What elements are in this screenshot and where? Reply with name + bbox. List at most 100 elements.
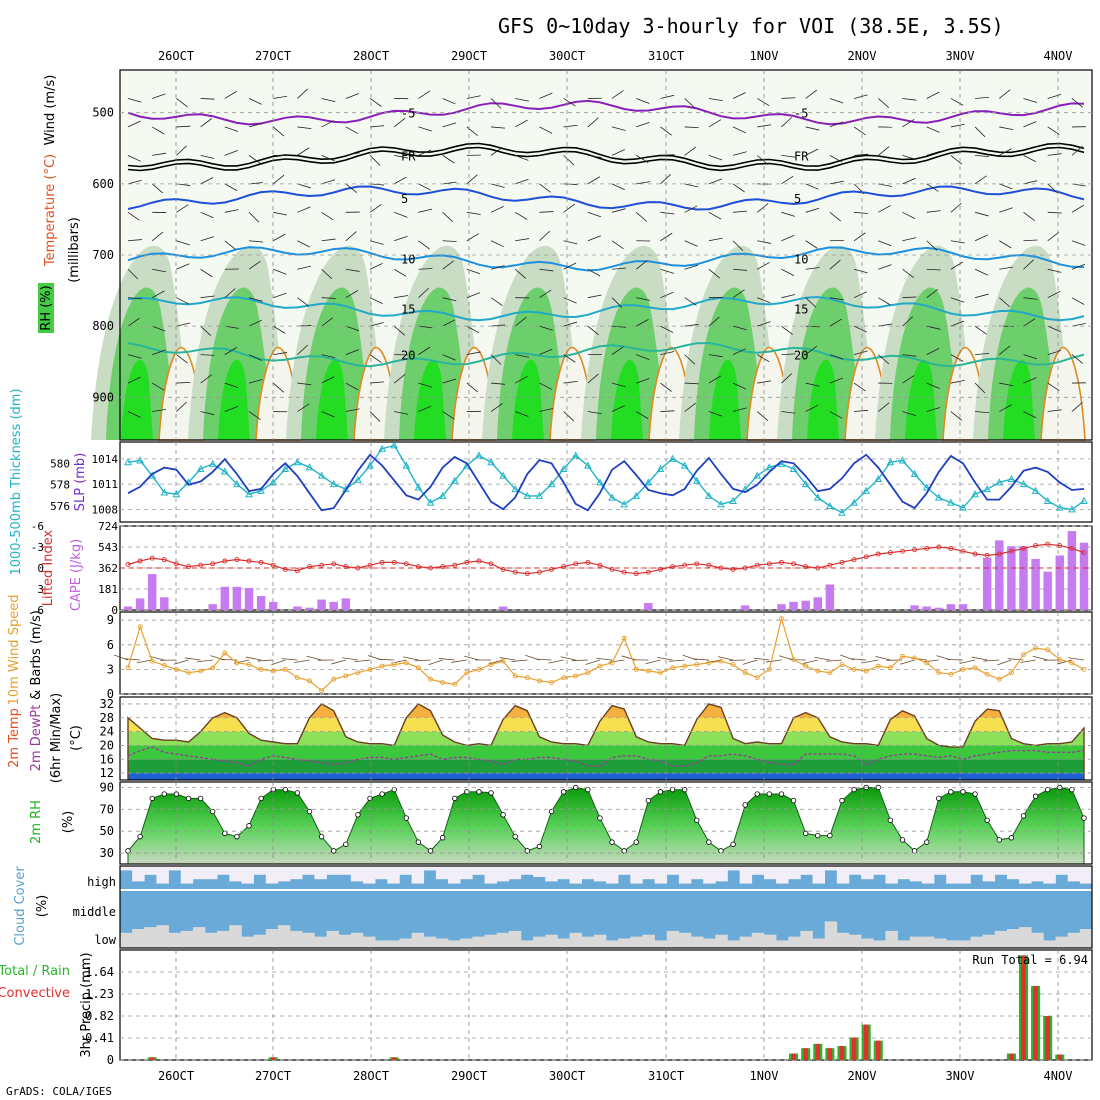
high-cloud-gap — [849, 866, 862, 875]
rh-shade-saturated — [807, 359, 839, 440]
wind-barb — [636, 181, 651, 185]
wind-speed-marker — [730, 662, 736, 667]
wind-barb — [757, 98, 770, 107]
high-cloud-gap — [618, 866, 631, 875]
slp-marker — [1019, 480, 1028, 488]
wind-barb — [200, 236, 215, 242]
surface-wind-barb — [983, 659, 1000, 662]
wind-barb — [321, 297, 336, 299]
wind-barb — [660, 232, 673, 242]
surface-wind-barb — [271, 659, 286, 666]
wind-speed-marker — [573, 673, 579, 679]
rh-marker — [730, 841, 736, 848]
rh-marker — [331, 848, 337, 854]
date-label: 30OCT — [549, 1069, 585, 1083]
wind-barb — [297, 382, 312, 386]
wind-barb — [587, 154, 602, 158]
wind-barb — [345, 126, 359, 135]
wind-speed-marker — [379, 663, 385, 669]
surface-wind-barb — [959, 659, 976, 664]
wind-barb — [636, 98, 650, 104]
surface-wind-barb — [1068, 657, 1085, 661]
high-cloud-gap — [630, 866, 643, 884]
date-label: 28OCT — [353, 1069, 389, 1083]
cape-bar — [256, 596, 266, 610]
rh-marker — [1032, 793, 1039, 799]
slp-tick-label: 1014 — [92, 453, 119, 466]
wind-barb — [757, 380, 772, 384]
wind-barb — [539, 151, 554, 156]
low-cloud-gap — [338, 934, 352, 948]
wind-speed-marker — [488, 662, 494, 667]
li-marker — [585, 559, 591, 565]
wind-barb — [1071, 297, 1085, 305]
wind-speed-marker — [996, 676, 1002, 682]
li-marker — [294, 568, 300, 574]
wind-barb — [732, 325, 747, 331]
surface-wind-barb — [184, 657, 201, 661]
wind-barb — [418, 240, 430, 250]
wind-barb — [636, 297, 651, 301]
wind-barb — [1071, 240, 1086, 246]
wind-barb — [466, 351, 481, 356]
pressure-tick-label: 700 — [92, 248, 114, 262]
wind-barb — [805, 240, 818, 249]
rh-marker — [887, 817, 894, 823]
cape-bar — [123, 606, 133, 610]
wind-barb — [515, 238, 530, 242]
wind-barb — [369, 297, 383, 304]
wind-barb — [369, 411, 381, 422]
precip-convective-bar — [1057, 1054, 1063, 1060]
low-cloud-gap — [180, 930, 194, 948]
li-marker — [791, 561, 797, 567]
surface-wind-barb — [548, 659, 564, 664]
cape-tick-label: 724 — [98, 520, 118, 533]
high-cloud-gap — [338, 866, 352, 875]
wind-barb — [539, 348, 553, 355]
wind-speed-marker — [234, 660, 240, 666]
wind-barb — [418, 346, 431, 355]
wind-speed-marker — [1021, 652, 1026, 658]
surface-wind-barb — [899, 659, 915, 665]
wind-barb — [660, 325, 674, 333]
isotherm-15 — [127, 295, 1085, 322]
wind-barb — [176, 204, 189, 213]
low-cloud-gap — [873, 940, 886, 948]
high-cloud-gap — [156, 866, 169, 884]
wind-speed-marker — [791, 657, 797, 663]
wind-barb — [999, 148, 1012, 156]
wind-barb — [926, 268, 941, 271]
isotherm-label: 20 — [794, 349, 808, 363]
wind-barb — [563, 411, 575, 422]
wind-barb — [950, 123, 965, 128]
isotherm-label: 20 — [401, 349, 415, 363]
high-cloud-gap — [326, 866, 339, 875]
cape-tick-label: 362 — [98, 562, 118, 575]
wind-barb — [999, 89, 1011, 99]
li-marker — [875, 551, 881, 557]
wind-barb — [345, 93, 360, 99]
wind-barb — [732, 126, 746, 134]
wind-barb — [1023, 155, 1037, 163]
wind-speed-marker — [452, 681, 458, 687]
high-cloud-gap — [727, 866, 740, 871]
wind-barb — [151, 382, 165, 391]
wind-speed-marker — [415, 665, 421, 671]
li-marker — [682, 562, 688, 568]
wind-barb — [829, 411, 843, 419]
li-marker — [1069, 545, 1075, 551]
wind-barb — [515, 155, 529, 161]
wind-barb — [490, 265, 505, 270]
rh-marker — [318, 833, 325, 840]
slp-marker — [995, 478, 1004, 486]
wind-barb — [587, 235, 602, 242]
date-label: 31OCT — [648, 49, 684, 63]
date-label: 3NOV — [946, 49, 975, 63]
li-marker — [1008, 548, 1014, 554]
high-cloud-gap — [678, 866, 692, 884]
low-cloud-gap — [788, 936, 801, 948]
wind-barb — [587, 211, 602, 218]
wind-barb — [805, 345, 818, 355]
high-cloud-gap — [788, 866, 801, 880]
wind-barb — [321, 411, 335, 418]
